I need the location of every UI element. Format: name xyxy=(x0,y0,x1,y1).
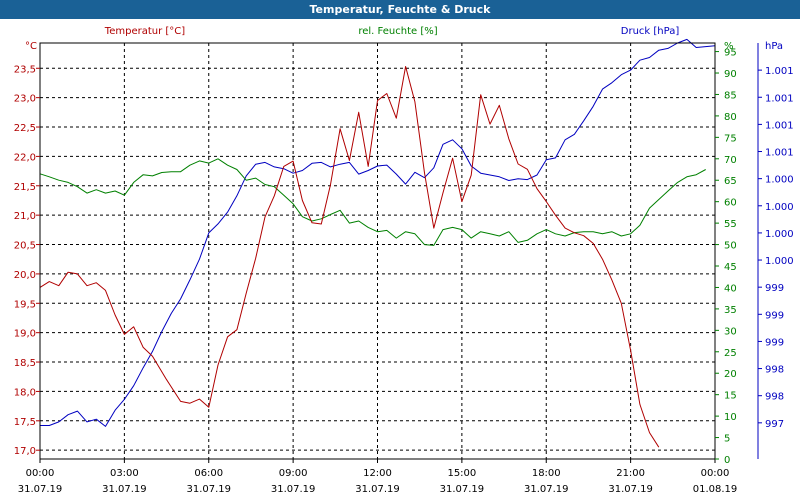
pressure-axis-title: Druck [hPa] xyxy=(621,26,680,37)
humidity-tick-label: 95 xyxy=(724,48,737,59)
temperature-tick-label: 23,5 xyxy=(14,64,36,75)
humidity-tick-label: 0 xyxy=(724,455,730,466)
x-tick-date: 31.07.19 xyxy=(186,484,231,495)
x-tick-date: 31.07.19 xyxy=(440,484,485,495)
temperature-tick-label: 19,5 xyxy=(14,299,36,310)
pressure-tick-label: 1.001 xyxy=(765,120,794,131)
temperature-tick-label: 22,5 xyxy=(14,123,36,134)
humidity-tick-label: 25 xyxy=(724,348,737,359)
humidity-tick-label: 50 xyxy=(724,241,737,252)
axis-titles: °C Temperatur [°C] rel. Feuchte [%] Druc… xyxy=(25,26,783,52)
temperature-line xyxy=(39,66,660,448)
x-tick-time: 00:00 xyxy=(701,468,730,479)
humidity-tick-label: 20 xyxy=(724,369,737,380)
temperature-tick-label: 18,5 xyxy=(14,358,36,369)
temperature-tick-label: 21,5 xyxy=(14,182,36,193)
temperature-tick-label: 20,0 xyxy=(14,270,36,281)
pressure-tick-label: 999 xyxy=(765,283,784,294)
humidity-tick-label: 60 xyxy=(724,198,737,209)
x-tick-time: 03:00 xyxy=(110,468,139,479)
pressure-unit: hPa xyxy=(765,41,783,52)
temperature-tick-label: 17,5 xyxy=(14,417,36,428)
humidity-tick-label: 10 xyxy=(724,412,737,423)
pressure-tick-label: 1.000 xyxy=(765,202,794,213)
humidity-tick-label: 35 xyxy=(724,305,737,316)
pressure-tick-label: 998 xyxy=(765,365,784,376)
humidity-tick-label: 30 xyxy=(724,326,737,337)
temperature-tick-label: 19,0 xyxy=(14,329,36,340)
x-tick-date: 31.07.19 xyxy=(524,484,569,495)
humidity-tick-label: 65 xyxy=(724,176,737,187)
pressure-tick-label: 1.001 xyxy=(765,66,794,77)
x-tick-time: 12:00 xyxy=(363,468,392,479)
humidity-tick-label: 55 xyxy=(724,219,737,230)
x-tick-date: 01.08.19 xyxy=(693,484,738,495)
humidity-tick-label: 90 xyxy=(724,69,737,80)
temperature-tick-label: 22,0 xyxy=(14,152,36,163)
chart: 23,5 23,0 22,5 22,0 21,5 21,0 20,5 20,0 19,5 19,0… xyxy=(14,26,794,495)
temperature-unit: °C xyxy=(25,41,37,52)
pressure-tick-label: 1.000 xyxy=(765,229,794,240)
pressure-tick-label: 1.000 xyxy=(765,256,794,267)
temperature-tick-label: 23,0 xyxy=(14,94,36,105)
x-tick-time: 00:00 xyxy=(26,468,55,479)
humidity-tick-label: 40 xyxy=(724,283,737,294)
x-tick-date: 31.07.19 xyxy=(355,484,400,495)
series-layer xyxy=(39,38,716,448)
x-tick-time: 09:00 xyxy=(279,468,308,479)
pressure-tick-label: 1.001 xyxy=(765,148,794,159)
pressure-tick-label: 999 xyxy=(765,337,784,348)
temperature-tick-label: 20,5 xyxy=(14,241,36,252)
x-tick-date: 31.07.19 xyxy=(271,484,316,495)
humidity-tick-label: 75 xyxy=(724,133,737,144)
temperature-tick-label: 18,0 xyxy=(14,387,36,398)
pressure-tick-label: 997 xyxy=(765,419,784,430)
humidity-unit: % xyxy=(724,41,734,52)
humidity-axis-title: rel. Feuchte [%] xyxy=(358,26,437,37)
pressure-tick-label: 999 xyxy=(765,310,784,321)
humidity-tick-label: 45 xyxy=(724,262,737,273)
humidity-tick-label: 15 xyxy=(724,391,737,402)
humidity-line xyxy=(39,158,706,246)
x-tick-time: 21:00 xyxy=(616,468,645,479)
axes: 23,5 23,0 22,5 22,0 21,5 21,0 20,5 20,0 19,5 19,0… xyxy=(14,43,794,495)
temperature-tick-label: 21,0 xyxy=(14,211,36,222)
x-tick-time: 15:00 xyxy=(447,468,476,479)
humidity-tick-label: 70 xyxy=(724,155,737,166)
x-tick-date: 31.07.19 xyxy=(608,484,653,495)
x-tick-date: 31.07.19 xyxy=(102,484,147,495)
temperature-tick-label: 17,0 xyxy=(14,446,36,457)
x-tick-time: 06:00 xyxy=(194,468,223,479)
humidity-tick-label: 80 xyxy=(724,112,737,123)
pressure-tick-label: 998 xyxy=(765,392,784,403)
humidity-tick-label: 85 xyxy=(724,90,737,101)
x-tick-time: 18:00 xyxy=(532,468,561,479)
humidity-tick-label: 5 xyxy=(724,434,730,445)
grid xyxy=(40,43,715,459)
pressure-tick-label: 1.000 xyxy=(765,175,794,186)
pressure-tick-label: 1.001 xyxy=(765,93,794,104)
chart-title: Temperatur, Feuchte & Druck xyxy=(0,0,800,19)
temperature-axis-title: Temperatur [°C] xyxy=(104,26,185,37)
pressure-line xyxy=(40,38,716,427)
x-tick-date: 31.07.19 xyxy=(18,484,63,495)
